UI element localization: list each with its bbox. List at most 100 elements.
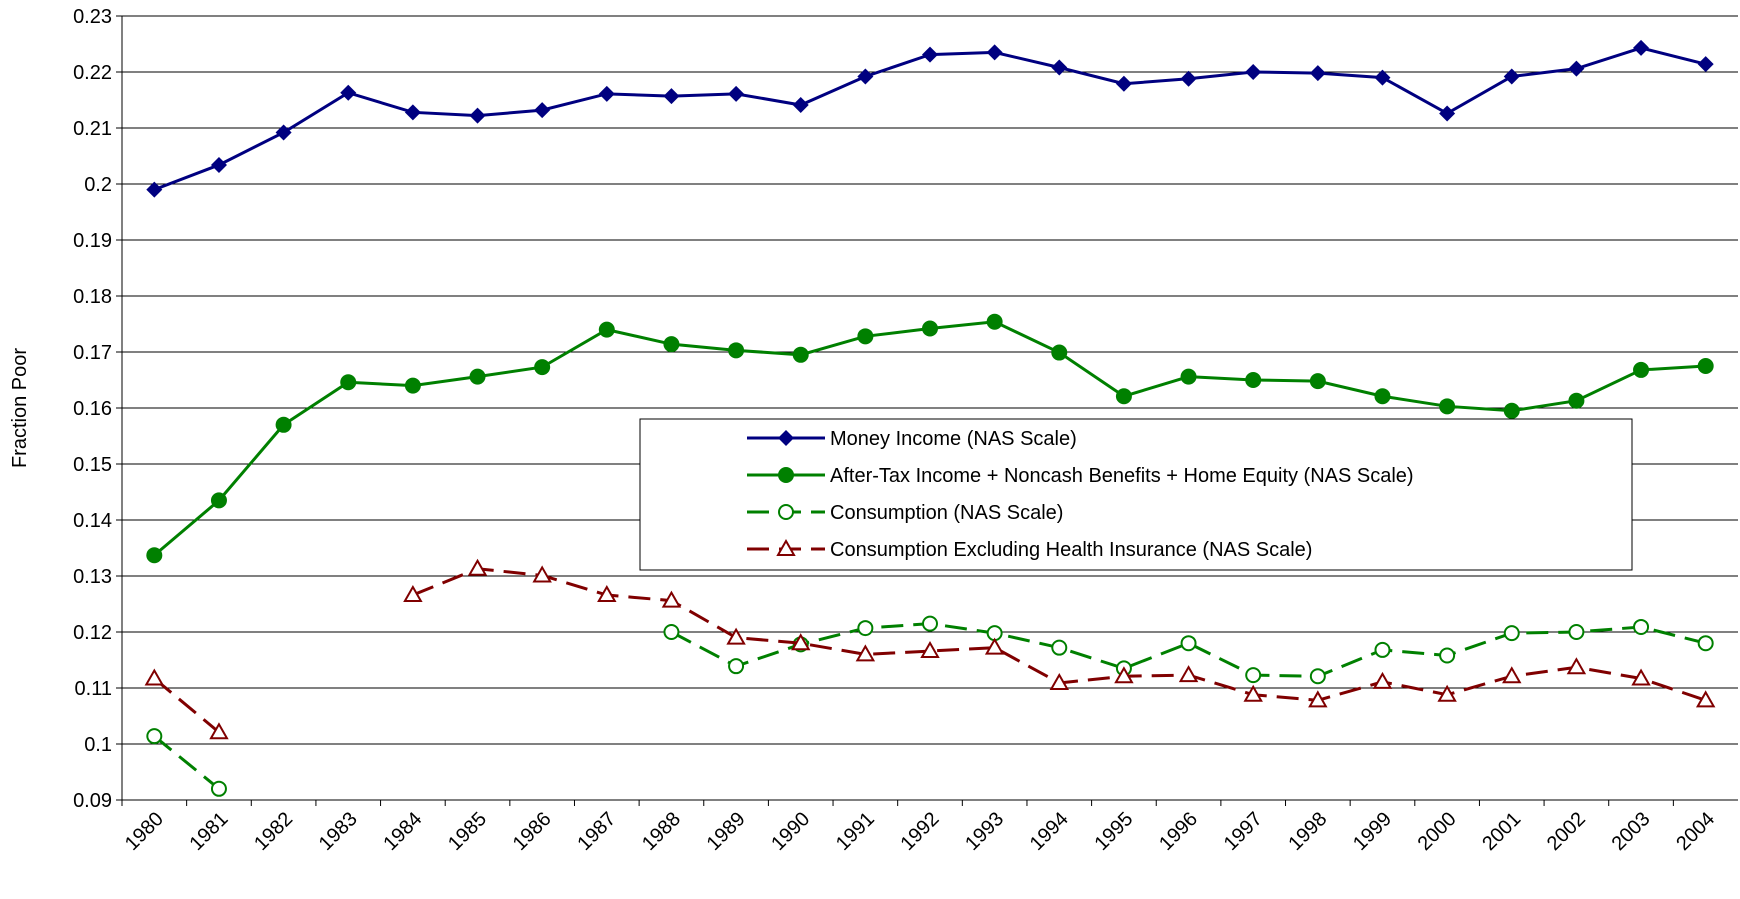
- x-tick-label: 1993: [961, 808, 1008, 855]
- marker: [922, 46, 938, 63]
- y-tick-label: 0.15: [73, 454, 112, 476]
- y-tick-label: 0.09: [73, 790, 112, 812]
- marker: [404, 104, 421, 121]
- y-tick-label: 0.11: [75, 678, 112, 700]
- x-tick-label: 1996: [1155, 808, 1202, 855]
- x-tick-label: 1989: [703, 808, 750, 855]
- marker: [663, 624, 680, 640]
- marker: [1568, 392, 1585, 409]
- marker: [663, 336, 680, 353]
- marker: [210, 492, 227, 509]
- x-tick-label: 1982: [250, 808, 297, 855]
- legend-label: Money Income (NAS Scale): [830, 428, 1077, 450]
- marker: [146, 181, 163, 198]
- x-tick-label: 1984: [379, 808, 426, 855]
- marker: [1180, 368, 1197, 385]
- marker: [597, 585, 617, 603]
- x-tick-label: 1983: [315, 808, 362, 855]
- marker: [1245, 64, 1262, 80]
- x-tick-label: 1992: [897, 808, 944, 855]
- marker: [275, 124, 292, 141]
- y-tick-label: 0.17: [73, 342, 112, 364]
- marker: [467, 558, 488, 576]
- marker: [778, 504, 794, 520]
- marker: [1051, 344, 1068, 361]
- series-line: [153, 734, 220, 790]
- marker: [1178, 665, 1199, 683]
- marker: [920, 641, 940, 659]
- marker: [1309, 668, 1326, 685]
- marker: [922, 615, 938, 632]
- x-tick-label: 2001: [1478, 808, 1525, 855]
- marker: [1631, 668, 1651, 686]
- marker: [778, 430, 794, 446]
- marker: [340, 374, 357, 391]
- marker: [1114, 666, 1134, 684]
- marker: [857, 68, 874, 85]
- marker: [1503, 68, 1520, 85]
- y-tick-label: 0.23: [73, 6, 112, 28]
- marker: [1245, 372, 1262, 388]
- marker: [1308, 690, 1328, 708]
- marker: [855, 644, 876, 662]
- marker: [1568, 624, 1585, 640]
- x-tick-label: 1994: [1026, 808, 1073, 855]
- marker: [728, 85, 745, 102]
- y-tick-label: 0.1: [84, 734, 112, 756]
- x-tick-label: 1991: [832, 808, 879, 855]
- x-tick-label: 2004: [1672, 808, 1719, 855]
- legend: Money Income (NAS Scale) After-Tax Income…: [639, 418, 1633, 571]
- marker: [404, 377, 421, 394]
- legend-label: After-Tax Income + Noncash Benefits + Ho…: [830, 465, 1414, 487]
- marker: [1502, 666, 1522, 684]
- marker: [984, 637, 1005, 655]
- marker: [728, 342, 745, 359]
- marker: [1568, 60, 1585, 77]
- x-tick-label: 1998: [1284, 808, 1331, 855]
- x-tick-label: 1987: [573, 808, 620, 855]
- marker: [209, 722, 229, 740]
- marker: [1309, 373, 1326, 390]
- marker: [1695, 690, 1716, 708]
- marker: [144, 668, 165, 686]
- y-tick-label: 0.21: [73, 118, 112, 140]
- x-tick-label: 1997: [1220, 808, 1267, 855]
- marker: [534, 102, 551, 119]
- marker: [661, 590, 682, 608]
- marker: [598, 85, 615, 102]
- marker: [1697, 56, 1714, 73]
- marker: [1180, 635, 1197, 652]
- marker: [1309, 65, 1326, 82]
- marker: [857, 620, 874, 637]
- x-tick-label: 2003: [1608, 808, 1655, 855]
- marker: [986, 313, 1003, 330]
- marker: [1180, 70, 1197, 87]
- marker: [1243, 684, 1263, 702]
- marker: [403, 585, 423, 603]
- marker: [792, 97, 809, 114]
- marker: [1374, 388, 1391, 405]
- marker: [598, 321, 615, 338]
- marker: [1439, 398, 1456, 415]
- marker: [1439, 647, 1456, 664]
- legend-label: Consumption Excluding Health Insurance (…: [830, 539, 1312, 561]
- marker: [1115, 388, 1132, 405]
- marker: [1566, 657, 1587, 675]
- marker: [1374, 641, 1391, 658]
- x-tick-label: 1995: [1090, 808, 1137, 855]
- marker: [1697, 358, 1714, 374]
- y-tick-label: 0.19: [73, 230, 112, 252]
- marker: [1051, 59, 1068, 76]
- y-axis-label: Fraction Poor: [9, 348, 31, 468]
- x-tick-label: 2000: [1414, 808, 1461, 855]
- marker: [1374, 69, 1391, 86]
- marker: [1049, 672, 1070, 690]
- marker: [275, 416, 292, 433]
- marker: [1245, 667, 1262, 684]
- marker: [726, 627, 746, 645]
- marker: [469, 368, 486, 385]
- y-tick-label: 0.13: [73, 566, 112, 588]
- x-tick-label: 1981: [185, 808, 232, 855]
